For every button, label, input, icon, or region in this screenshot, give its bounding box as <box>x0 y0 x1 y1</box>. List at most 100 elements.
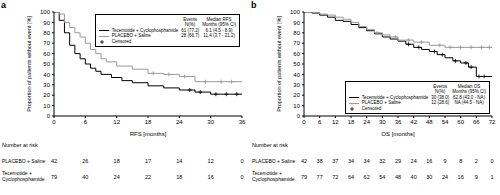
svg-text:77: 77 <box>317 174 323 180</box>
svg-text:90: 90 <box>43 20 50 26</box>
svg-text:29: 29 <box>395 158 401 164</box>
svg-text:50: 50 <box>293 61 300 67</box>
svg-text:10: 10 <box>43 103 50 109</box>
svg-text:54: 54 <box>442 119 449 125</box>
svg-text:Tecemotide +Cyclophosphamide: Tecemotide +Cyclophosphamide <box>8 170 45 182</box>
svg-text:8: 8 <box>459 158 462 164</box>
svg-text:26: 26 <box>82 158 88 164</box>
svg-text:Proportion of patients without: Proportion of patients without event [%] <box>276 16 282 112</box>
svg-text:24: 24 <box>363 119 370 125</box>
svg-text:18: 18 <box>145 119 152 125</box>
svg-text:72: 72 <box>332 174 338 180</box>
svg-text:b: b <box>251 0 257 10</box>
svg-text:62: 62 <box>364 174 370 180</box>
svg-text:RFS [months]: RFS [months] <box>130 131 167 137</box>
svg-text:64: 64 <box>348 174 354 180</box>
svg-text:90: 90 <box>293 20 300 26</box>
svg-text:70: 70 <box>43 40 50 46</box>
svg-text:24: 24 <box>442 174 448 180</box>
svg-text:Number at risk: Number at risk <box>252 142 288 148</box>
svg-text:17: 17 <box>145 158 151 164</box>
svg-text:18: 18 <box>176 174 182 180</box>
svg-text:42: 42 <box>51 158 57 164</box>
svg-text:40: 40 <box>293 72 300 78</box>
svg-text:30: 30 <box>207 119 214 125</box>
svg-text:0: 0 <box>240 174 243 180</box>
svg-text:38: 38 <box>317 158 323 164</box>
svg-text:12: 12 <box>208 158 214 164</box>
svg-text:10: 10 <box>293 103 300 109</box>
svg-text:Tecemotide +Cyclophosphamide: Tecemotide +Cyclophosphamide <box>252 170 295 182</box>
svg-text:42: 42 <box>410 119 417 125</box>
svg-text:0: 0 <box>52 119 56 125</box>
svg-text:PLACEBO + Saline: PLACEBO + Saline <box>8 158 45 164</box>
svg-text:6: 6 <box>318 119 322 125</box>
svg-text:OS [months]: OS [months] <box>381 131 415 137</box>
svg-text:14: 14 <box>176 158 182 164</box>
svg-text:34: 34 <box>348 158 354 164</box>
svg-text:24: 24 <box>411 158 417 164</box>
html-text:Events: Events <box>183 16 198 22</box>
svg-text:48: 48 <box>395 174 401 180</box>
svg-text:6: 6 <box>84 119 88 125</box>
svg-text:PLACEBO + Saline: PLACEBO + Saline <box>252 158 295 164</box>
html-text:Median RFS: Median RFS <box>206 16 232 22</box>
svg-text:18: 18 <box>348 119 355 125</box>
svg-text:Proportion of patients without: Proportion of patients without event [%] <box>26 16 32 112</box>
svg-text:16: 16 <box>208 174 214 180</box>
svg-text:0: 0 <box>297 113 301 119</box>
svg-text:100: 100 <box>290 9 301 15</box>
svg-text:34: 34 <box>364 158 370 164</box>
svg-text:66: 66 <box>473 119 480 125</box>
svg-text:12: 12 <box>113 119 120 125</box>
svg-text:60: 60 <box>43 51 50 57</box>
html-text:Tecemotide + Cyclophosphamide: Tecemotide + Cyclophosphamide 30 (38.0) <box>361 94 450 100</box>
svg-text:70: 70 <box>293 40 300 46</box>
svg-text:24: 24 <box>176 119 183 125</box>
svg-text:40: 40 <box>411 174 417 180</box>
svg-text:50: 50 <box>43 61 50 67</box>
svg-text:18: 18 <box>114 158 120 164</box>
svg-text:40: 40 <box>82 174 88 180</box>
svg-text:0: 0 <box>47 113 51 119</box>
svg-text:16: 16 <box>426 158 432 164</box>
svg-text:37: 37 <box>332 158 338 164</box>
svg-text:1: 1 <box>490 174 492 180</box>
svg-text:0: 0 <box>302 119 306 125</box>
svg-text:42: 42 <box>301 158 307 164</box>
svg-text:32: 32 <box>379 158 385 164</box>
svg-text:48: 48 <box>426 119 433 125</box>
svg-text:36: 36 <box>395 119 402 125</box>
svg-text:30: 30 <box>43 82 50 88</box>
svg-text:72: 72 <box>489 119 492 125</box>
svg-text:79: 79 <box>51 174 57 180</box>
svg-text:30: 30 <box>426 174 432 180</box>
svg-text:Number at risk: Number at risk <box>8 142 38 148</box>
svg-text:30: 30 <box>293 82 300 88</box>
svg-text:30: 30 <box>379 119 386 125</box>
svg-text:80: 80 <box>293 30 300 36</box>
svg-text:22: 22 <box>145 174 151 180</box>
svg-text:9: 9 <box>475 174 478 180</box>
svg-text:54: 54 <box>379 174 385 180</box>
svg-text:0: 0 <box>490 158 492 164</box>
svg-text:40: 40 <box>43 72 50 78</box>
svg-text:79: 79 <box>301 174 307 180</box>
svg-text:20: 20 <box>43 92 50 98</box>
html-text:6.1 (4.5 - 8.9): 6.1 (4.5 - 8.9) <box>205 27 233 33</box>
svg-text:12: 12 <box>332 119 339 125</box>
svg-text:24: 24 <box>114 174 120 180</box>
svg-text:2: 2 <box>475 158 478 164</box>
html-text:Median OS: Median OS <box>457 83 481 89</box>
svg-text:60: 60 <box>457 119 464 125</box>
svg-text:100: 100 <box>40 9 51 15</box>
html-text:Events: Events <box>433 83 448 89</box>
svg-text:20: 20 <box>293 92 300 98</box>
svg-text:9: 9 <box>443 158 446 164</box>
svg-text:80: 80 <box>43 30 50 36</box>
svg-text:16: 16 <box>458 174 464 180</box>
svg-text:60: 60 <box>293 51 300 57</box>
svg-text:36: 36 <box>239 119 246 125</box>
svg-text:0: 0 <box>240 158 243 164</box>
html-text:Tecemotide + Cyclophosphamide: Tecemotide + Cyclophosphamide 61 (77.2) <box>111 27 200 33</box>
